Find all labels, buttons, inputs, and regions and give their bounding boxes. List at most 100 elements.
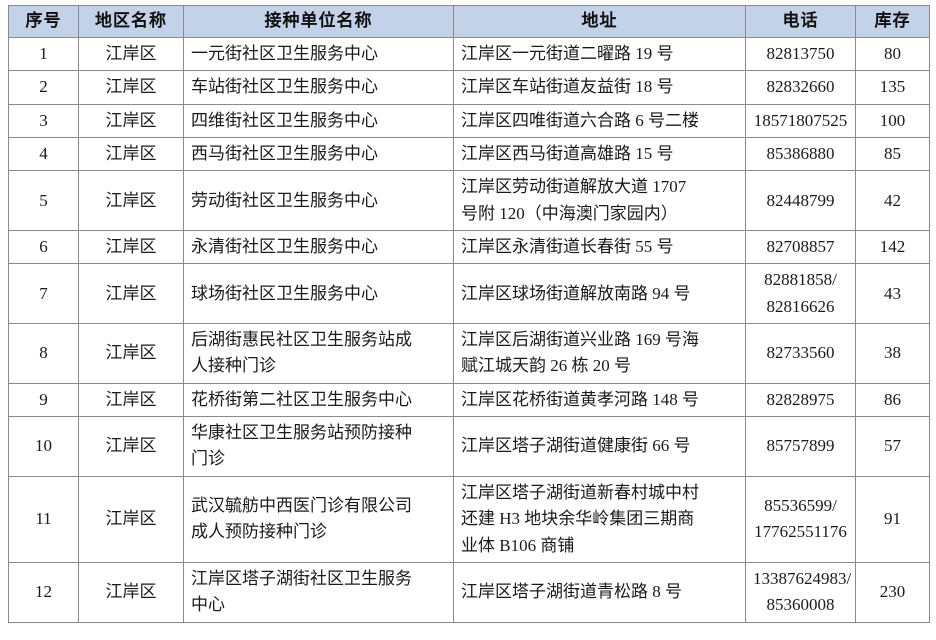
cell-addr: 江岸区车站街道友益街 18 号 [453,70,746,105]
cell-unit: 西马街社区卫生服务中心 [183,137,454,172]
cell-unit: 劳动街社区卫生服务中心 [183,170,454,232]
cell-phone-line: 85536599/ [764,495,837,515]
cell-unit: 永清街社区卫生服务中心 [183,230,454,265]
column-header-unit: 接种单位名称 [183,5,454,38]
cell-addr: 江岸区四唯街道六合路 6 号二楼 [453,103,746,139]
column-header-addr: 地址 [453,5,746,38]
cell-addr: 江岸区西马街道高雄路 15 号 [453,137,746,172]
table-row: 10 江岸区 华康社区卫生服务站预防接种 门诊 江岸区塔子湖街道健康街 66 号 8575… [8,416,930,477]
table-row: 5 江岸区 劳动街社区卫生服务中心 江岸区劳动街道解放大道 1707 号附 120（中海… [8,170,930,232]
cell-stock: 42 [855,170,930,232]
cell-phone-line: 85757899 [766,436,835,456]
cell-unit-line: 劳动街社区卫生服务中心 [191,190,378,210]
cell-unit: 华康社区卫生服务站预防接种 门诊 [183,416,454,477]
cell-phone: 82448799 [745,170,856,232]
cell-addr-line: 业体 B106 商铺 [461,535,575,555]
cell-region: 江岸区 [78,36,184,72]
cell-region: 江岸区 [78,561,184,623]
cell-addr: 江岸区后湖街道兴业路 169 号海 赋江城天韵 26 栋 20 号 [453,323,746,384]
cell-addr-line: 江岸区车站街道友益街 18 号 [461,77,674,97]
cell-stock: 142 [855,230,930,265]
cell-phone: 85386880 [745,137,856,172]
cell-unit-line: 西马街社区卫生服务中心 [191,144,378,164]
cell-unit-line: 门诊 [191,449,225,469]
cell-stock: 85 [855,137,930,172]
cell-unit: 花桥街第二社区卫生服务中心 [183,382,454,418]
cell-region: 江岸区 [78,416,184,477]
cell-unit-line: 华康社区卫生服务站预防接种 [191,423,412,443]
cell-unit: 武汉毓舫中西医门诊有限公司 成人预防接种门诊 [183,475,454,563]
cell-phone: 18571807525 [745,103,856,139]
cell-stock: 91 [855,475,930,563]
cell-unit: 球场街社区卫生服务中心 [183,263,454,325]
cell-unit-line: 一元街社区卫生服务中心 [191,44,378,63]
cell-region: 江岸区 [78,263,184,325]
table-row: 4 江岸区 西马街社区卫生服务中心 江岸区西马街道高雄路 15 号 85386880 85 [8,137,930,172]
cell-unit: 后湖街惠民社区卫生服务站成 人接种门诊 [183,323,454,384]
cell-addr: 江岸区球场街道解放南路 94 号 [453,263,746,325]
cell-phone-line: 82813750 [766,44,835,63]
cell-unit-line: 人接种门诊 [191,356,276,376]
cell-unit-line: 球场街社区卫生服务中心 [191,283,378,303]
cell-region: 江岸区 [78,137,184,172]
cell-stock: 43 [855,263,930,325]
table-row: 2 江岸区 车站街社区卫生服务中心 江岸区车站街道友益街 18 号 82832660 13… [8,70,930,105]
cell-phone-line: 82881858/ [764,270,837,290]
cell-addr-line: 江岸区四唯街道六合路 6 号二楼 [461,110,699,130]
cell-unit: 四维街社区卫生服务中心 [183,103,454,139]
cell-unit-line: 武汉毓舫中西医门诊有限公司 [191,495,412,515]
cell-phone-line: 17762551176 [754,522,847,542]
cell-addr: 江岸区劳动街道解放大道 1707 号附 120（中海澳门家园内） [453,170,746,232]
cell-addr-line: 江岸区永清街道长春街 55 号 [461,237,674,257]
cell-addr-line: 江岸区劳动街道解放大道 1707 [461,177,687,197]
cell-region: 江岸区 [78,70,184,105]
cell-index: 6 [8,230,79,265]
cell-stock: 80 [855,36,930,72]
cell-phone: 82881858/82816626 [745,263,856,325]
cell-phone-line: 18571807525 [753,110,848,130]
cell-region: 江岸区 [78,170,184,232]
table-row: 6 江岸区 永清街社区卫生服务中心 江岸区永清街道长春街 55 号 82708857 14… [8,230,930,265]
cell-phone-line: 13387624983/ [753,568,852,588]
cell-index: 8 [8,323,79,384]
cell-stock: 135 [855,70,930,105]
cell-addr: 江岸区一元街道二曜路 19 号 [453,36,746,72]
table-header-row: 序号 地区名称 接种单位名称 地址 电话 库存 [8,5,930,38]
cell-index: 7 [8,263,79,325]
cell-phone: 85536599/17762551176 [745,475,856,563]
cell-unit-line: 永清街社区卫生服务中心 [191,237,378,257]
cell-region: 江岸区 [78,230,184,265]
cell-unit-line: 车站街社区卫生服务中心 [191,77,378,97]
table-row: 7 江岸区 球场街社区卫生服务中心 江岸区球场街道解放南路 94 号 82881858/… [8,263,930,325]
table-row: 3 江岸区 四维街社区卫生服务中心 江岸区四唯街道六合路 6 号二楼 185718075… [8,103,930,139]
cell-stock: 38 [855,323,930,384]
table-row: 11 江岸区 武汉毓舫中西医门诊有限公司 成人预防接种门诊 江岸区塔子湖街道新春村城中村… [8,475,930,563]
table-row: 1 江岸区 一元街社区卫生服务中心 江岸区一元街道二曜路 19 号 82813750 80 [8,36,930,72]
cell-phone-line: 85360008 [766,595,835,615]
cell-phone: 82708857 [745,230,856,265]
cell-unit: 江岸区塔子湖街社区卫生服务 中心 [183,561,454,623]
cell-addr-line: 江岸区塔子湖街道新春村城中村 [461,482,699,502]
cell-phone-line: 82816626 [766,296,835,316]
cell-region: 江岸区 [78,382,184,418]
cell-stock: 57 [855,416,930,477]
cell-index: 2 [8,70,79,105]
cell-index: 9 [8,382,79,418]
cell-addr-line: 江岸区西马街道高雄路 15 号 [461,144,674,164]
column-header-region: 地区名称 [78,5,184,38]
cell-addr: 江岸区花桥街道黄孝河路 148 号 [453,382,746,418]
cell-stock: 86 [855,382,930,418]
cell-region: 江岸区 [78,323,184,384]
cell-unit-line: 中心 [191,595,225,615]
column-header-phone: 电话 [745,5,856,38]
table-row: 9 江岸区 花桥街第二社区卫生服务中心 江岸区花桥街道黄孝河路 148 号 828289… [8,382,930,418]
cell-phone: 82832660 [745,70,856,105]
cell-addr-line: 号附 120（中海澳门家园内） [461,203,678,223]
table-header: 序号 地区名称 接种单位名称 地址 电话 库存 [8,5,930,38]
cell-addr-line: 赋江城天韵 26 栋 20 号 [461,356,631,376]
cell-phone: 82733560 [745,323,856,384]
cell-index: 4 [8,137,79,172]
cell-phone: 85757899 [745,416,856,477]
cell-addr-line: 江岸区一元街道二曜路 19 号 [461,44,674,63]
